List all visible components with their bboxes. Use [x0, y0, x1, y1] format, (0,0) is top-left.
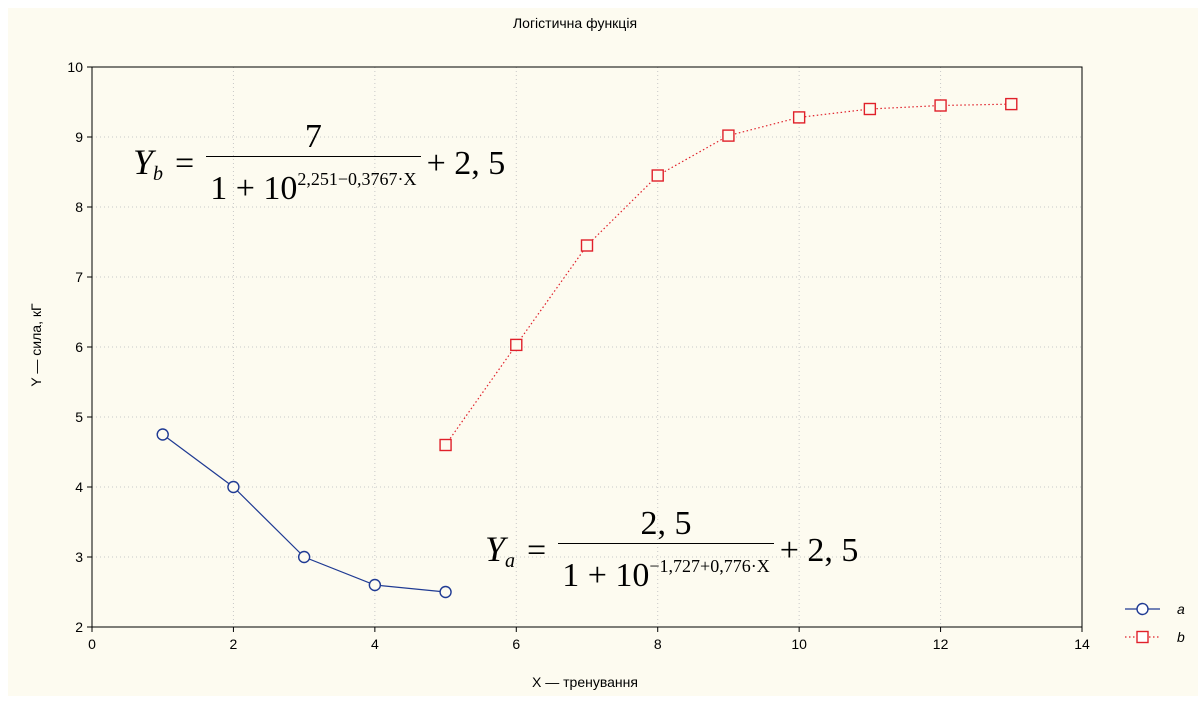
series-a-point — [439, 585, 452, 599]
y-tick-label: 9 — [75, 129, 83, 145]
series-b-point — [580, 239, 594, 252]
y-tick-label: 6 — [75, 339, 83, 355]
equation-b-denominator: 1 + 102,251−0,3767·X — [206, 156, 421, 209]
chart-panel — [8, 8, 1198, 696]
equation-b-lhs: Yb — [133, 142, 164, 185]
series-a-point — [156, 428, 169, 441]
chart-title: Логістична функція — [512, 15, 638, 31]
legend-marker-b — [1136, 630, 1149, 644]
series-a-point — [227, 480, 240, 494]
equation-a-fraction: 2, 5 1 + 10−1,727+0,776·X — [558, 505, 774, 596]
equation-b-numerator: 7 — [304, 118, 322, 155]
series-b-point — [722, 129, 735, 142]
x-tick-label: 6 — [512, 636, 520, 652]
y-tick-label: 2 — [75, 619, 83, 635]
equation-b-equals: = — [175, 144, 195, 182]
x-tick-label: 10 — [791, 636, 807, 652]
series-b-point — [792, 111, 806, 124]
series-layer — [156, 97, 1018, 599]
series-a-line — [162, 434, 446, 593]
y-tick-label: 8 — [75, 199, 83, 215]
equation-a: Ya = 2, 5 1 + 10−1,727+0,776·X + 2, 5 — [485, 505, 858, 596]
grid-layer — [92, 67, 1082, 627]
legend-label-b: b — [1177, 629, 1185, 645]
x-tick-label: 4 — [371, 636, 379, 652]
legend-marker-a — [1136, 602, 1149, 616]
x-tick-label: 0 — [88, 636, 96, 652]
series-b-point — [934, 99, 947, 112]
series-b-point — [510, 338, 523, 352]
x-tick-label: 8 — [654, 636, 662, 652]
x-tick-label: 14 — [1074, 636, 1090, 652]
series-b-point — [439, 438, 452, 452]
y-tick-label: 5 — [75, 409, 83, 425]
equation-b-fraction: 7 1 + 102,251−0,3767·X — [206, 118, 421, 209]
series-b-point — [863, 102, 877, 116]
y-tick-label: 7 — [75, 269, 83, 285]
x-tick-label: 12 — [933, 636, 949, 652]
legend-label-a: a — [1177, 601, 1185, 617]
equation-a-tail: + 2, 5 — [779, 531, 859, 569]
series-b-point — [651, 169, 664, 182]
equation-a-numerator: 2, 5 — [640, 505, 692, 542]
equation-b: Yb = 7 1 + 102,251−0,3767·X + 2, 5 — [133, 118, 505, 209]
series-b-point — [1005, 97, 1018, 111]
x-tick-label: 2 — [230, 636, 238, 652]
y-tick-label: 4 — [75, 479, 83, 495]
y-tick-label: 10 — [67, 59, 83, 75]
series-b-line — [445, 103, 1012, 446]
equation-a-denominator: 1 + 10−1,727+0,776·X — [558, 543, 774, 596]
y-tick-label: 3 — [75, 549, 83, 565]
x-axis-label: X — тренування — [532, 674, 638, 690]
y-axis-label: Y — сила, кГ — [28, 303, 44, 387]
series-a-point — [297, 550, 311, 564]
legend: ab — [1125, 601, 1185, 645]
equation-a-equals: = — [527, 531, 547, 569]
equation-a-lhs: Ya — [485, 529, 516, 572]
series-a-point — [368, 578, 382, 592]
equation-b-tail: + 2, 5 — [426, 144, 506, 182]
